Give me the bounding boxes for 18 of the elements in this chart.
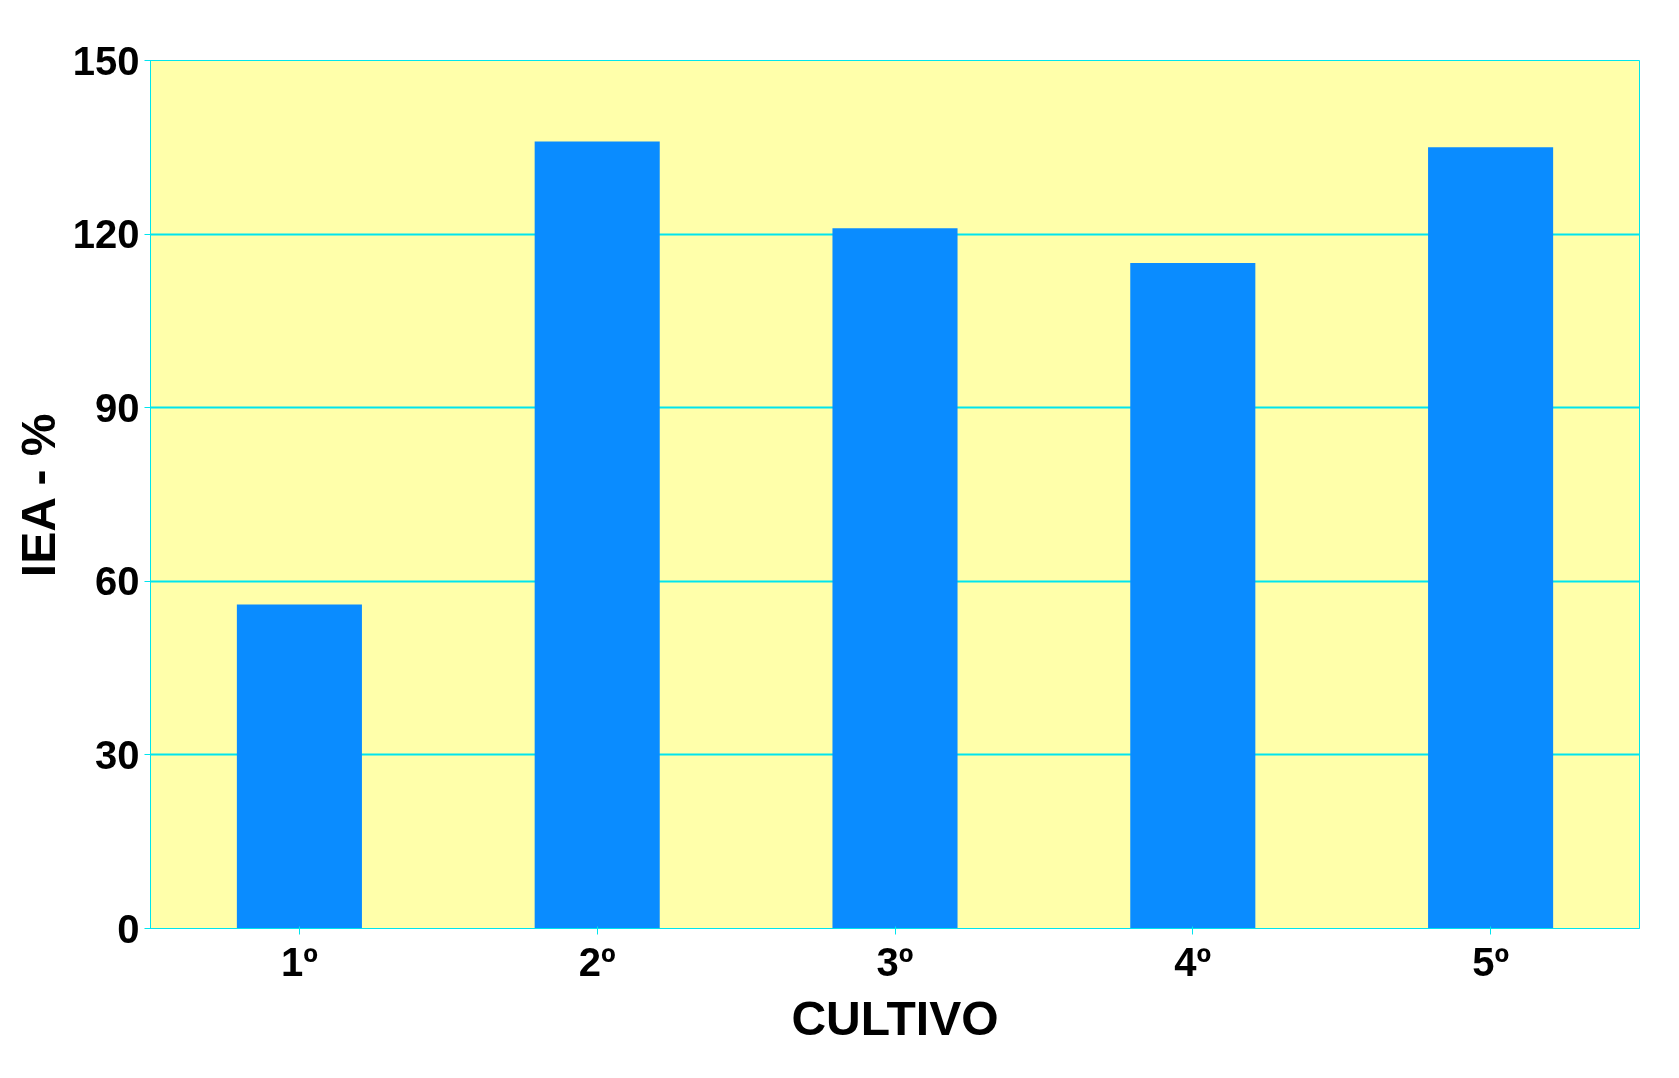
- y-tick-label: 90: [95, 385, 140, 430]
- y-tick-label: 150: [72, 38, 140, 83]
- bar: [236, 604, 362, 929]
- x-tick-label: 5º: [1472, 939, 1510, 984]
- bar: [832, 228, 958, 929]
- x-tick-label: 2º: [578, 939, 616, 984]
- y-tick-label: 30: [95, 732, 140, 777]
- x-axis-title: CULTIVO: [791, 991, 999, 1045]
- x-tick-label: 3º: [876, 939, 914, 984]
- y-tick-label: 0: [117, 906, 140, 951]
- y-tick-label: 120: [72, 212, 140, 257]
- bar: [534, 141, 660, 929]
- y-axis-title: IEA - %: [11, 413, 65, 578]
- y-tick-label: 60: [95, 559, 140, 604]
- x-tick-label: 1º: [280, 939, 318, 984]
- bar: [1130, 263, 1256, 929]
- x-tick-label: 4º: [1174, 939, 1212, 984]
- bar: [1428, 147, 1554, 929]
